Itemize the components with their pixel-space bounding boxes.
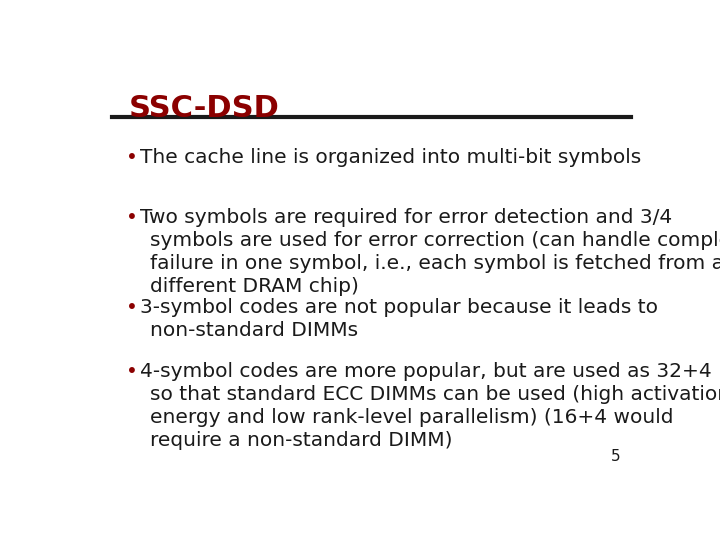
Text: different DRAM chip): different DRAM chip) <box>150 277 359 296</box>
Text: •: • <box>126 362 138 381</box>
Text: 5: 5 <box>611 449 620 464</box>
Text: 4-symbol codes are more popular, but are used as 32+4: 4-symbol codes are more popular, but are… <box>140 362 712 381</box>
Text: Two symbols are required for error detection and 3/4: Two symbols are required for error detec… <box>140 208 672 227</box>
Text: symbols are used for error correction (can handle complete: symbols are used for error correction (c… <box>150 231 720 250</box>
Text: 3-symbol codes are not popular because it leads to: 3-symbol codes are not popular because i… <box>140 298 658 316</box>
Text: The cache line is organized into multi-bit symbols: The cache line is organized into multi-b… <box>140 148 642 167</box>
Text: energy and low rank-level parallelism) (16+4 would: energy and low rank-level parallelism) (… <box>150 408 674 427</box>
Text: •: • <box>126 208 138 227</box>
Text: non-standard DIMMs: non-standard DIMMs <box>150 321 359 340</box>
Text: •: • <box>126 148 138 167</box>
Text: SSC-DSD: SSC-DSD <box>129 94 280 123</box>
Text: so that standard ECC DIMMs can be used (high activation: so that standard ECC DIMMs can be used (… <box>150 385 720 404</box>
Text: •: • <box>126 298 138 316</box>
Text: failure in one symbol, i.e., each symbol is fetched from a: failure in one symbol, i.e., each symbol… <box>150 254 720 273</box>
Text: require a non-standard DIMM): require a non-standard DIMM) <box>150 431 453 450</box>
